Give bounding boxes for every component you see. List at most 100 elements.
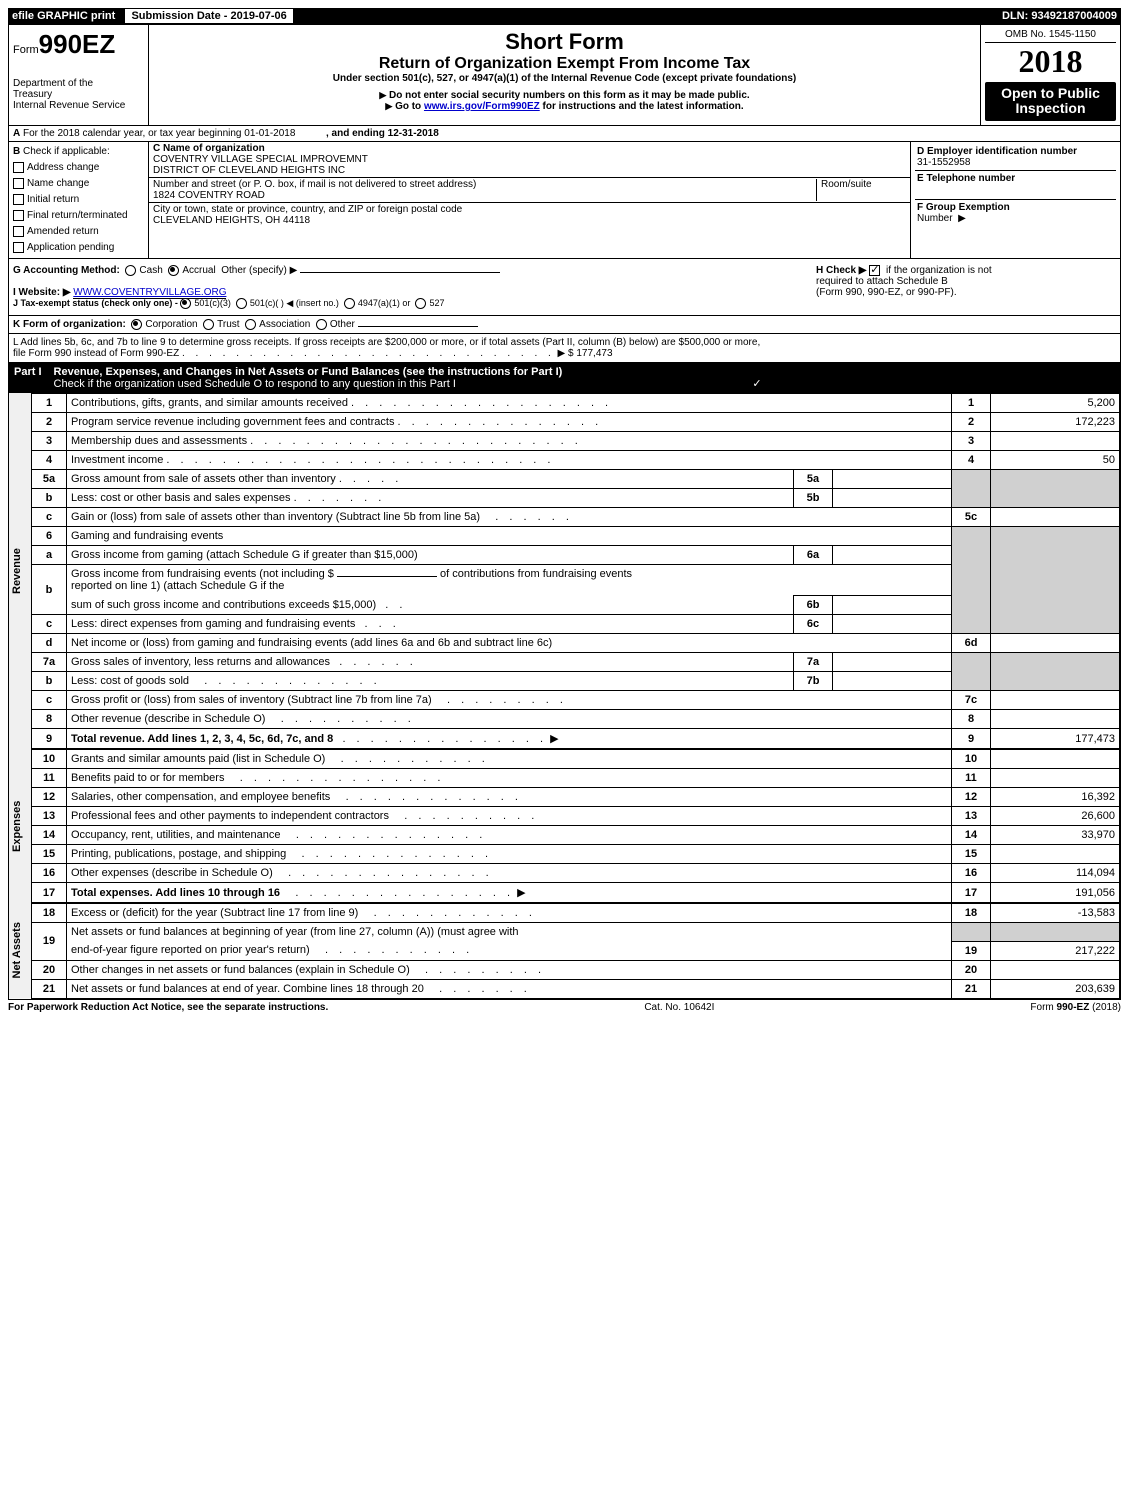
col-ln: 16 [952,864,991,883]
cb-label-pending: Application pending [27,242,114,253]
dept-line-3: Internal Revenue Service [13,100,144,111]
irs-link[interactable]: www.irs.gov/Form990EZ [424,101,540,112]
sub-ln: 5a [794,470,833,489]
open-to-public-badge: Open to Public Inspection [985,82,1116,121]
org-city: CLEVELAND HEIGHTS, OH 44118 [153,215,310,226]
desc3: reported on line 1) (attach Schedule G i… [71,580,284,592]
no-ssn-instr: Do not enter social security numbers on … [389,90,750,101]
footer-left: For Paperwork Reduction Act Notice, see … [8,1002,328,1013]
desc4: sum of such gross income and contributio… [71,599,376,611]
cb-amended-return[interactable] [13,226,24,237]
desc: Total expenses. Add lines 10 through 16 [71,887,280,899]
f-label: F Group Exemption [917,202,1010,213]
radio-501c3[interactable] [180,298,191,309]
cb-application-pending[interactable] [13,242,24,253]
table-row: 19Net assets or fund balances at beginni… [32,923,1120,942]
j-501c: 501(c)( ) ◀ (insert no.) [250,298,339,308]
j-527: 527 [429,298,444,308]
table-row: cGross profit or (loss) from sales of in… [32,691,1120,710]
table-row: 14Occupancy, rent, utilities, and mainte… [32,826,1120,845]
room-label: Room/suite [816,179,906,201]
ln: 21 [32,979,67,998]
desc: Other revenue (describe in Schedule O) [71,713,265,725]
sub-ln: 7b [794,672,833,691]
table-row: 15 Printing, publications, postage, and s… [32,845,1120,864]
cb-name-change[interactable] [13,178,24,189]
shade-cell [991,653,1120,691]
desc: Printing, publications, postage, and shi… [71,848,286,860]
col-val: -13,583 [991,904,1120,923]
desc: Investment income [71,454,163,466]
l-text2: file Form 990 instead of Form 990-EZ [13,348,179,359]
radio-corp[interactable] [131,319,142,330]
sub-val [833,470,952,489]
ln: 6 [32,527,67,546]
col-ln: 4 [952,451,991,470]
j-4947: 4947(a)(1) or [358,298,411,308]
ein-value: 31-1552958 [917,157,970,168]
col-val [991,634,1120,653]
desc: Gross profit or (loss) from sales of inv… [71,694,432,706]
col-val [991,710,1120,729]
efile-label: efile GRAPHIC print [12,10,115,22]
ln: d [32,634,67,653]
radio-accrual[interactable] [168,265,179,276]
col-ln: 15 [952,845,991,864]
col-val: 114,094 [991,864,1120,883]
cb-final-return[interactable] [13,210,24,221]
line-k: K Form of organization: Corporation Trus… [8,316,1121,334]
desc: Gaming and fundraising events [67,527,952,546]
col-ln: 6d [952,634,991,653]
check-b-column: B Check if applicable: Address change Na… [9,142,149,258]
cb-schedule-b[interactable] [869,265,880,276]
col-ln: 20 [952,960,991,979]
radio-trust[interactable] [203,319,214,330]
col-val [991,432,1120,451]
radio-501c[interactable] [236,298,247,309]
shade-cell [991,527,1120,634]
shade-cell [952,470,991,508]
cb-schedule-o[interactable] [751,379,762,390]
col-ln: 2 [952,413,991,432]
sub-ln: 6c [794,615,833,634]
radio-assoc[interactable] [245,319,256,330]
form-header: Form990EZ Department of the Treasury Int… [8,24,1121,126]
table-row: 1Contributions, gifts, grants, and simil… [32,394,1120,413]
org-name-1: COVENTRY VILLAGE SPECIAL IMPROVEMNT [153,154,368,165]
radio-4947[interactable] [344,298,355,309]
shade-cell [952,527,991,634]
cb-initial-return[interactable] [13,194,24,205]
table-row: cGain or (loss) from sale of assets othe… [32,508,1120,527]
desc: Gross income from gaming (attach Schedul… [67,546,794,565]
cb-address-change[interactable] [13,162,24,173]
ln: 19 [32,923,67,961]
col-ln: 12 [952,788,991,807]
col-val: 203,639 [991,979,1120,998]
right-id-column: D Employer identification number 31-1552… [910,142,1120,258]
desc: Gross sales of inventory, less returns a… [71,656,330,668]
ln: a [32,546,67,565]
col-val: 50 [991,451,1120,470]
radio-cash[interactable] [125,265,136,276]
expenses-label: Expenses [9,749,31,903]
sub-val [833,672,952,691]
sub-ln: 6a [794,546,833,565]
col-val: 177,473 [991,729,1120,749]
radio-527[interactable] [415,298,426,309]
expenses-section: Expenses 10Grants and similar amounts pa… [8,749,1121,903]
desc: Gross income from fundraising events (no… [71,568,337,580]
table-row: 5a Gross amount from sale of assets other… [32,470,1120,489]
desc: Gross amount from sale of assets other t… [71,473,336,485]
check-b-label: Check if applicable: [23,146,110,157]
org-address: 1824 COVENTRY ROAD [153,190,265,201]
submission-date: Submission Date - 2019-07-06 [124,8,293,24]
desc: Less: cost of goods sold [71,675,189,687]
ln: 1 [32,394,67,413]
ln: 20 [32,960,67,979]
net-assets-label: Net Assets [9,903,31,999]
part-1-title: Revenue, Expenses, and Changes in Net As… [54,366,563,378]
desc: Gain or (loss) from sale of assets other… [71,511,480,523]
radio-other-org[interactable] [316,319,327,330]
table-row: 2Program service revenue including gover… [32,413,1120,432]
net-assets-table: 18Excess or (deficit) for the year (Subt… [31,903,1120,999]
